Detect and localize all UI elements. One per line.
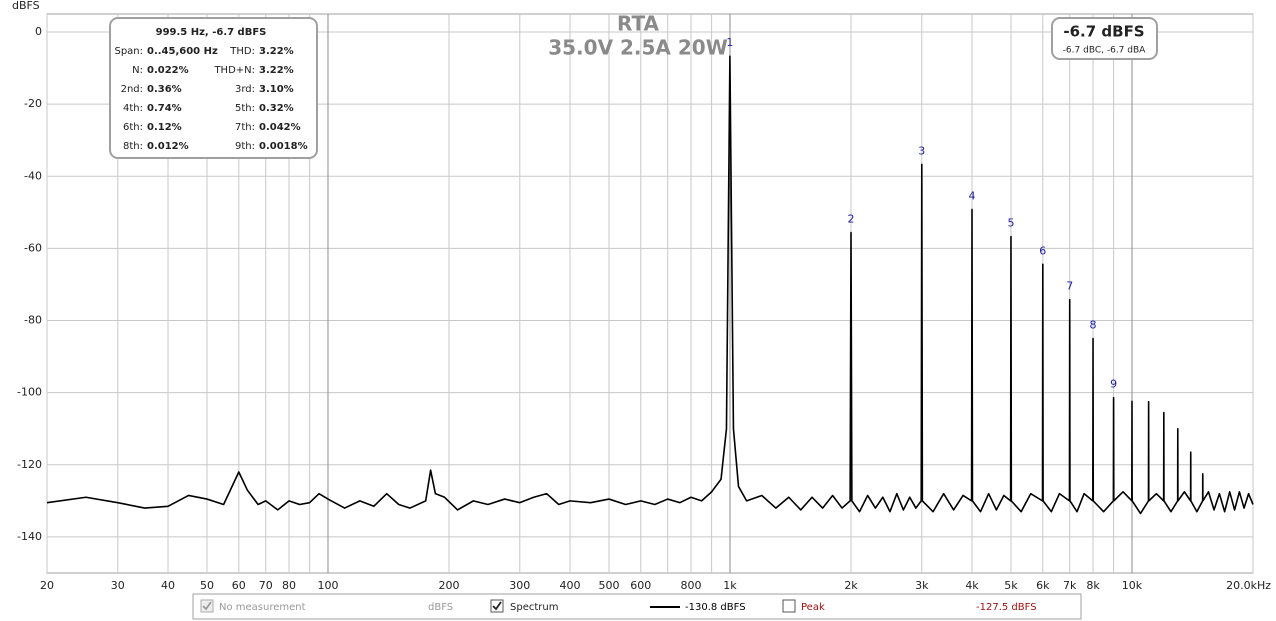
y-axis-label: dBFS <box>12 0 40 12</box>
info-value: 0.32% <box>259 103 294 114</box>
y-tick-label: -140 <box>17 530 42 543</box>
info-label: N: <box>132 65 143 76</box>
info-label: THD: <box>229 46 255 57</box>
legend-value: -127.5 dBFS <box>976 602 1037 613</box>
info-value: 0.022% <box>147 65 189 76</box>
x-tick-label: 3k <box>915 579 929 592</box>
x-tick-label: 70 <box>259 579 273 592</box>
legend-item[interactable]: Peak -127.5 dBFS <box>782 599 1037 613</box>
y-tick-label: -20 <box>24 97 42 110</box>
info-box: 999.5 Hz, -6.7 dBFS Span: 0..45,600 Hz THD… <box>109 17 318 159</box>
legend-item[interactable]: Spectrum -130.8 dBFS <box>490 599 746 613</box>
info-label: 9th: <box>235 141 255 152</box>
x-tick-label: 60 <box>232 579 246 592</box>
info-label: THD+N: <box>213 65 255 76</box>
y-tick-label: -80 <box>24 314 42 327</box>
x-tick-label: 50 <box>200 579 214 592</box>
x-tick-label: 10k <box>1122 579 1143 592</box>
legend-unit: dBFS <box>428 602 453 613</box>
info-label: 2nd: <box>121 84 143 95</box>
x-tick-label: 500 <box>598 579 619 592</box>
checkmark <box>202 601 212 611</box>
y-tick-label: -100 <box>17 386 42 399</box>
harmonic-label: 8 <box>1090 319 1097 332</box>
x-tick-label: 5k <box>1004 579 1018 592</box>
x-tick-label: 400 <box>560 579 581 592</box>
y-tick-label: -120 <box>17 458 42 471</box>
harmonic-label: 1 <box>726 36 733 49</box>
info-value: 0.74% <box>147 103 182 114</box>
info-value: 0..45,600 Hz <box>147 46 218 57</box>
info-value: 0.12% <box>147 122 182 133</box>
level-box: -6.7 dBFS -6.7 dBC, -6.7 dBA <box>1051 17 1158 60</box>
info-label: 8th: <box>123 141 143 152</box>
chart-title: RTA <box>617 12 660 36</box>
info-value: 0.042% <box>259 122 301 133</box>
legend-bar: No measurement dBFS Spectrum -130.8 dBFS Pea… <box>192 593 1082 620</box>
harmonic-label: 5 <box>1007 217 1014 230</box>
harmonic-label: 7 <box>1066 280 1073 293</box>
x-tick-label: 8k <box>1086 579 1100 592</box>
legend-label: No measurement <box>219 602 306 613</box>
x-tick-label: 20.0kHz <box>1226 579 1271 592</box>
harmonic-label: 4 <box>969 189 976 202</box>
info-label: 4th: <box>123 103 143 114</box>
info-label: 3rd: <box>235 84 255 95</box>
x-tick-label: 100 <box>317 579 338 592</box>
checkbox <box>200 599 214 613</box>
x-tick-label: 6k <box>1036 579 1050 592</box>
legend-label: Spectrum <box>510 602 558 613</box>
checkmark[interactable] <box>492 601 502 611</box>
info-label: 7th: <box>235 122 255 133</box>
checkbox[interactable] <box>782 599 796 613</box>
info-label: 5th: <box>235 103 255 114</box>
info-label: 6th: <box>123 122 143 133</box>
legend-frame <box>192 593 1082 620</box>
x-tick-label: 1k <box>723 579 737 592</box>
level-box-frame <box>1051 17 1158 60</box>
level-sub: -6.7 dBC, -6.7 dBA <box>1063 46 1146 56</box>
y-tick-label: -40 <box>24 169 42 182</box>
info-value: 3.22% <box>259 46 294 57</box>
x-tick-label: 80 <box>282 579 296 592</box>
x-tick-label: 2k <box>844 579 858 592</box>
info-value: 0.0018% <box>259 141 308 152</box>
y-tick-label: 0 <box>35 25 42 38</box>
x-tick-label: 800 <box>681 579 702 592</box>
harmonic-label: 9 <box>1110 378 1117 391</box>
harmonic-label: 2 <box>848 213 855 226</box>
info-value: 3.22% <box>259 65 294 76</box>
info-header: 999.5 Hz, -6.7 dBFS <box>156 27 267 38</box>
chart-subtitle: 35.0V 2.5A 20W <box>548 36 728 60</box>
level-main: -6.7 dBFS <box>1063 23 1144 41</box>
legend-label: Peak <box>801 602 825 613</box>
spectrum-line <box>46 55 1254 515</box>
info-value: 3.10% <box>259 84 294 95</box>
y-tick-label: -60 <box>24 241 42 254</box>
x-tick-label: 300 <box>509 579 530 592</box>
info-value: 0.012% <box>147 141 189 152</box>
info-box-frame <box>109 17 318 159</box>
x-tick-label: 600 <box>630 579 651 592</box>
x-tick-label: 20 <box>40 579 54 592</box>
x-tick-label: 200 <box>439 579 460 592</box>
legend-item: No measurement dBFS <box>200 599 453 613</box>
info-value: 0.36% <box>147 84 182 95</box>
info-label: Span: <box>114 46 143 57</box>
harmonic-label: 6 <box>1039 244 1046 257</box>
legend-value: -130.8 dBFS <box>685 602 746 613</box>
x-tick-label: 7k <box>1063 579 1077 592</box>
checkbox[interactable] <box>490 599 504 613</box>
harmonic-label: 3 <box>918 144 925 157</box>
x-tick-label: 30 <box>111 579 125 592</box>
grid <box>46 14 1254 573</box>
x-tick-label: 4k <box>965 579 979 592</box>
x-tick-label: 40 <box>161 579 175 592</box>
plot: 1 2 3 4 5 6 7 8 9 <box>46 36 1254 515</box>
